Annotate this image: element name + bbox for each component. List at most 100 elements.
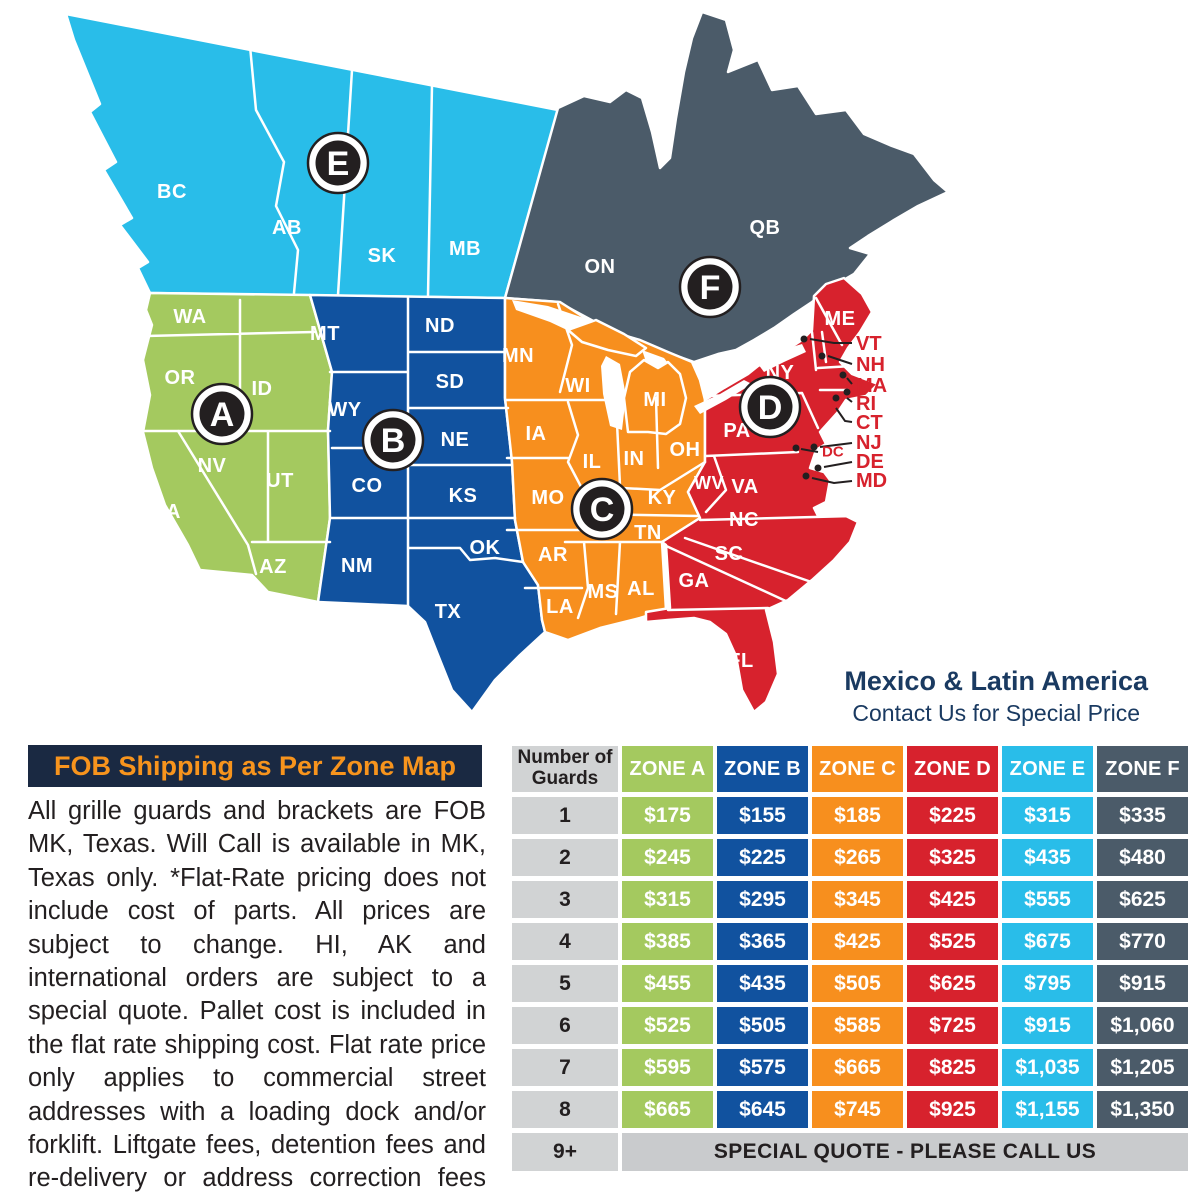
state-label-QB: QB xyxy=(750,217,781,239)
price-cell: $625 xyxy=(1097,881,1188,918)
state-label-OR: OR xyxy=(165,367,196,389)
state-label-SD: SD xyxy=(436,371,465,393)
price-cell: $915 xyxy=(1097,965,1188,1002)
state-label-KS: KS xyxy=(449,485,478,507)
price-cell: $585 xyxy=(812,1007,903,1044)
state-label-OH: OH xyxy=(670,439,701,461)
price-cell: $480 xyxy=(1097,839,1188,876)
state-label-MT: MT xyxy=(310,323,340,345)
callout-label-MD: MD xyxy=(856,470,887,492)
callout-line-CT xyxy=(835,407,853,423)
price-cell: $435 xyxy=(1002,839,1093,876)
guards-count-cell: 4 xyxy=(512,923,618,960)
fob-shipping-heading: FOB Shipping as Per Zone Map xyxy=(28,745,482,787)
state-label-UT: UT xyxy=(266,470,294,492)
state-label-CO: CO xyxy=(352,475,383,497)
price-cell: $665 xyxy=(622,1091,713,1128)
price-cell: $915 xyxy=(1002,1007,1093,1044)
state-label-NV: NV xyxy=(198,455,227,477)
callout-dot-DE xyxy=(814,464,822,472)
zone-marker-letter-A: A xyxy=(210,396,235,434)
state-label-ME: ME xyxy=(825,308,856,330)
mexico-note-title: Mexico & Latin America xyxy=(844,666,1148,696)
callout-line-MD xyxy=(811,477,853,485)
zone-marker-letter-E: E xyxy=(327,145,350,183)
price-cell: $525 xyxy=(907,923,998,960)
state-label-KY: KY xyxy=(648,487,677,509)
callout-line-VT xyxy=(809,338,852,344)
column-header-zone-c: ZONE C xyxy=(812,746,903,792)
state-label-BC: BC xyxy=(157,181,187,203)
price-cell: $825 xyxy=(907,1049,998,1086)
price-cell: $385 xyxy=(622,923,713,960)
callout-label-DE: DE xyxy=(856,451,884,473)
callout-dot-DC xyxy=(792,444,800,452)
price-cell: $365 xyxy=(717,923,808,960)
price-cell: $295 xyxy=(717,881,808,918)
zone-marker-inner-C xyxy=(579,486,625,532)
state-label-MI: MI xyxy=(643,389,666,411)
callout-dot-MD xyxy=(802,472,810,480)
column-header-zone-d: ZONE D xyxy=(907,746,998,792)
state-label-SC: SC xyxy=(715,543,744,565)
mexico-note-subtitle: Contact Us for Special Price xyxy=(852,700,1141,726)
state-label-PA: PA xyxy=(723,420,750,442)
price-cell: $435 xyxy=(717,965,808,1002)
state-label-WI: WI xyxy=(565,375,590,397)
state-label-IN: IN xyxy=(624,448,645,470)
state-label-AL: AL xyxy=(627,578,655,600)
column-header-zone-e: ZONE E xyxy=(1002,746,1093,792)
michigan-upper-peninsula xyxy=(566,318,648,358)
state-label-NM: NM xyxy=(341,555,373,577)
price-cell: $185 xyxy=(812,797,903,834)
zone-f-region xyxy=(503,10,950,364)
price-cell: $225 xyxy=(717,839,808,876)
callout-dot-VT xyxy=(800,335,808,343)
state-label-CA: CA xyxy=(151,501,181,523)
price-cell: $770 xyxy=(1097,923,1188,960)
price-cell: $1,350 xyxy=(1097,1091,1188,1128)
michigan-lower-peninsula xyxy=(622,358,688,436)
state-label-NE: NE xyxy=(441,429,470,451)
guards-count-cell: 6 xyxy=(512,1007,618,1044)
callout-label-NH: NH xyxy=(856,354,885,376)
state-label-WV: WV xyxy=(694,473,724,493)
state-label-NC: NC xyxy=(729,509,759,531)
zone-d-region xyxy=(644,276,880,714)
price-cell: $1,155 xyxy=(1002,1091,1093,1128)
state-label-ID: ID xyxy=(252,378,273,400)
price-cell: $725 xyxy=(907,1007,998,1044)
callout-line-DE xyxy=(823,461,853,468)
price-cell: $335 xyxy=(1097,797,1188,834)
zone-marker-letter-D: D xyxy=(758,389,783,427)
callout-dot-CT xyxy=(832,394,840,402)
state-label-MO: MO xyxy=(531,487,564,509)
price-cell: $625 xyxy=(907,965,998,1002)
zone-marker-inner-B xyxy=(370,417,416,463)
price-cell: $555 xyxy=(1002,881,1093,918)
table-corner-header: Number of Guards xyxy=(512,746,618,792)
zone-a-region xyxy=(141,291,334,604)
state-label-AZ: AZ xyxy=(259,556,287,578)
column-header-zone-f: ZONE F xyxy=(1097,746,1188,792)
state-label-WA: WA xyxy=(173,306,206,328)
price-cell: $155 xyxy=(717,797,808,834)
state-label-OK: OK xyxy=(470,537,501,559)
zone-marker-inner-D xyxy=(747,384,793,430)
zone-pricing-table: Number of Guards ZONE A ZONE B ZONE C ZONE D… xyxy=(512,746,1188,1171)
state-label-WY: WY xyxy=(328,399,361,421)
state-label-MS: MS xyxy=(588,581,619,603)
zone-marker-letter-F: F xyxy=(700,269,721,307)
guards-count-cell: 7 xyxy=(512,1049,618,1086)
state-label-IL: IL xyxy=(583,451,602,473)
state-label-TN: TN xyxy=(634,522,662,544)
callout-line-DC xyxy=(800,448,819,453)
price-cell: $665 xyxy=(812,1049,903,1086)
price-cell: $675 xyxy=(1002,923,1093,960)
price-cell: $525 xyxy=(622,1007,713,1044)
callout-label-MA: MA xyxy=(856,375,887,397)
price-cell: $1,060 xyxy=(1097,1007,1188,1044)
mexico-latin-america-note: Mexico & Latin America Contact Us for Sp… xyxy=(844,666,1148,727)
price-cell: $795 xyxy=(1002,965,1093,1002)
